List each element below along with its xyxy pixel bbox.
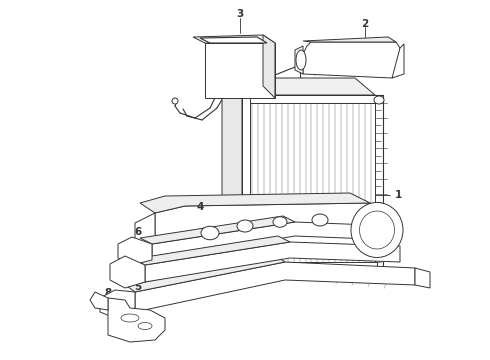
Polygon shape [110,256,145,288]
Polygon shape [108,298,165,342]
Text: 5: 5 [134,282,142,292]
Text: 2: 2 [362,19,368,29]
Text: 6: 6 [134,227,142,237]
Ellipse shape [172,98,178,104]
Polygon shape [133,236,290,265]
Polygon shape [145,242,400,282]
Ellipse shape [121,314,139,322]
Polygon shape [295,46,303,74]
Ellipse shape [138,323,152,329]
Polygon shape [205,43,275,98]
Text: 7: 7 [131,251,139,261]
Polygon shape [140,193,370,213]
Ellipse shape [296,50,306,70]
Ellipse shape [351,202,403,257]
Polygon shape [222,78,375,95]
Polygon shape [152,222,395,260]
Polygon shape [135,262,415,312]
Polygon shape [303,42,400,78]
Polygon shape [240,262,377,270]
Polygon shape [135,213,155,278]
Ellipse shape [374,96,384,104]
Polygon shape [193,35,275,43]
Polygon shape [242,95,250,270]
Polygon shape [392,44,404,78]
Polygon shape [127,254,285,292]
Polygon shape [222,78,242,270]
Ellipse shape [360,211,394,249]
Text: 8: 8 [104,288,112,298]
Polygon shape [200,37,267,43]
Polygon shape [155,203,380,266]
Text: 4: 4 [196,202,204,212]
Ellipse shape [237,220,253,232]
Polygon shape [100,290,135,318]
Polygon shape [140,216,295,244]
Text: 1: 1 [394,190,402,200]
Text: 3: 3 [236,9,244,19]
Polygon shape [242,95,375,270]
Polygon shape [240,95,377,103]
Ellipse shape [273,217,287,227]
Ellipse shape [312,214,328,226]
Ellipse shape [201,226,219,240]
Polygon shape [263,35,275,98]
Polygon shape [90,292,108,310]
Polygon shape [415,268,430,288]
Polygon shape [118,237,152,265]
Polygon shape [303,37,396,42]
